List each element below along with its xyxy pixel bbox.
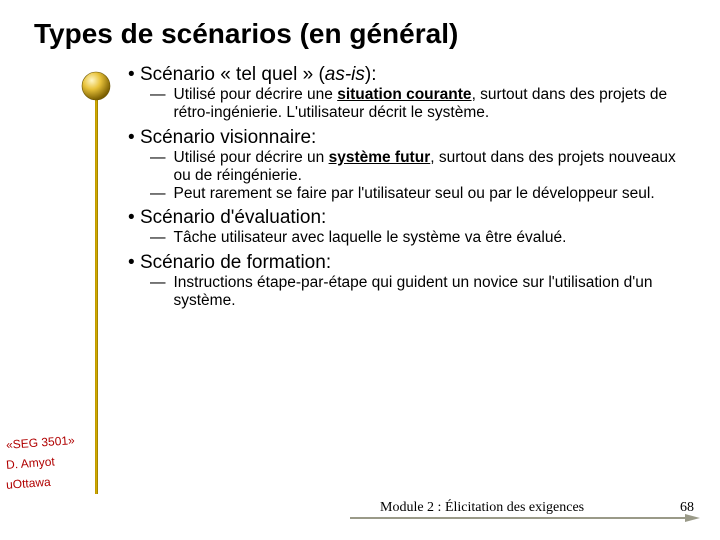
sub-text: Utilisé pour décrire une <box>174 86 338 103</box>
tag-stack: «SEG 3501» D. Amyot uOttawa <box>2 434 92 494</box>
sub-text: Tâche utilisateur avec laquelle le systè… <box>174 229 685 247</box>
bullet-label-italic: as-is <box>325 64 365 85</box>
bullet-item: • Scénario de formation: <box>128 252 684 274</box>
bullet-item: • Scénario d'évaluation: <box>128 207 684 229</box>
dash-icon: ― <box>150 185 166 203</box>
bullet-item: • Scénario « tel quel » (as-is): <box>128 64 684 86</box>
sub-bullet: ― Utilisé pour décrire une situation cou… <box>150 86 684 123</box>
sub-text: Instructions étape-par-étape qui guident… <box>174 274 685 311</box>
org-tag: uOttawa <box>2 471 93 493</box>
course-tag: «SEG 3501» <box>2 431 93 453</box>
content-list: • Scénario « tel quel » (as-is): ― Utili… <box>128 64 692 310</box>
body-region: • Scénario « tel quel » (as-is): ― Utili… <box>80 64 692 310</box>
vertical-line <box>95 94 98 494</box>
emphasis: système futur <box>329 149 431 166</box>
sub-bullet: ― Utilisé pour décrire un système futur,… <box>150 149 684 186</box>
sub-bullet: ― Peut rarement se faire par l'utilisate… <box>150 185 684 203</box>
bullet-label: Scénario « tel quel » ( <box>140 64 325 85</box>
dash-icon: ― <box>150 229 166 247</box>
bullet-item: • Scénario visionnaire: <box>128 127 684 149</box>
dash-icon: ― <box>150 149 166 186</box>
bullet-label: ): <box>365 64 377 85</box>
author-tag: D. Amyot <box>2 451 93 473</box>
dash-icon: ― <box>150 86 166 123</box>
bullet-label: Scénario visionnaire: <box>140 127 316 148</box>
sub-bullet: ― Tâche utilisateur avec laquelle le sys… <box>150 229 684 247</box>
slide: Types de scénarios (en général) • Scénar… <box>0 0 720 540</box>
bullet-label: Scénario d'évaluation: <box>140 207 326 228</box>
dash-icon: ― <box>150 274 166 311</box>
footer: Module 2 : Élicitation des exigences 68 <box>0 506 720 526</box>
sub-text: Peut rarement se faire par l'utilisateur… <box>174 185 685 203</box>
emphasis: situation courante <box>337 86 471 103</box>
page-number: 68 <box>680 500 694 516</box>
bullet-label: Scénario de formation: <box>140 252 331 273</box>
slide-title: Types de scénarios (en général) <box>34 18 692 50</box>
sub-text: Utilisé pour décrire un <box>174 149 329 166</box>
bullet-sphere-icon <box>80 70 112 102</box>
footer-text: Module 2 : Élicitation des exigences <box>380 500 584 516</box>
sub-bullet: ― Instructions étape-par-étape qui guide… <box>150 274 684 311</box>
